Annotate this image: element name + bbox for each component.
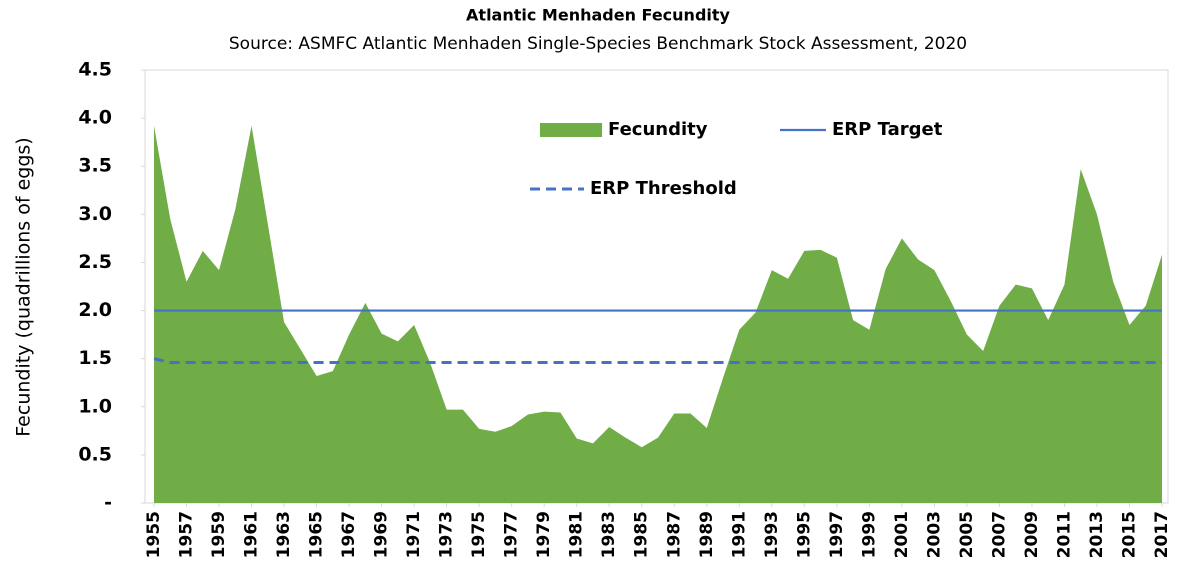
y-tick-label: 1.5 [78,347,112,369]
x-tick-label: 1973 [437,511,457,558]
x-tick-label: 1961 [242,511,262,558]
y-tick-label: 4.5 [78,59,112,81]
x-tick-label: 1993 [762,511,782,558]
y-axis-label: Fecundity (quadrillions of eggs) [13,137,35,436]
y-tick-label: 2.0 [78,299,112,321]
x-tick-label: 2001 [892,511,912,558]
y-tick-label: 2.5 [78,251,112,273]
legend-label: ERP Target [832,119,943,140]
x-tick-label: 2007 [989,511,1009,558]
x-tick-label: 1955 [144,511,164,558]
y-tick-label: 3.0 [78,203,112,225]
y-tick-label: 0.5 [78,443,112,465]
fecundity-area [154,125,1162,503]
y-tick-label: 3.5 [78,155,112,177]
x-tick-label: 1997 [827,511,847,558]
x-tick-label: 1959 [209,511,229,558]
x-tick-label: 1965 [307,511,327,558]
x-tick-label: 1971 [404,511,424,558]
x-tick-label: 2005 [957,511,977,558]
y-tick-label: 1.0 [78,395,112,417]
x-tick-label: 1999 [859,511,879,558]
x-tick-label: 1977 [502,511,522,558]
legend-label: Fecundity [608,119,708,140]
x-tick-label: 1963 [274,511,294,558]
x-tick-label: 1991 [729,511,749,558]
x-tick-label: 1983 [599,511,619,558]
x-tick-label: 2017 [1152,511,1172,558]
legend-label: ERP Threshold [590,178,737,199]
y-tick-label: - [104,492,112,514]
threshold-line [153,357,1162,365]
x-tick-label: 1975 [469,511,489,558]
x-tick-label: 1957 [177,511,197,558]
chart-title: Atlantic Menhaden Fecundity [466,6,730,25]
x-tick-label: 2013 [1087,511,1107,558]
x-tick-label: 1995 [794,511,814,558]
x-tick-label: 2011 [1054,511,1074,558]
x-tick-label: 1979 [534,511,554,558]
legend-swatch [540,123,602,137]
x-tick-label: 2003 [924,511,944,558]
x-tick-label: 2015 [1119,511,1139,558]
x-tick-label: 1989 [697,511,717,558]
x-tick-label: 1985 [632,511,652,558]
x-tick-label: 1967 [339,511,359,558]
x-tick-label: 1981 [567,511,587,558]
y-tick-label: 4.0 [78,107,112,129]
x-tick-label: 1969 [372,511,392,558]
chart-subtitle: Source: ASMFC Atlantic Menhaden Single-S… [229,34,967,54]
x-tick-label: 1987 [664,511,684,558]
x-tick-label: 2009 [1022,511,1042,558]
